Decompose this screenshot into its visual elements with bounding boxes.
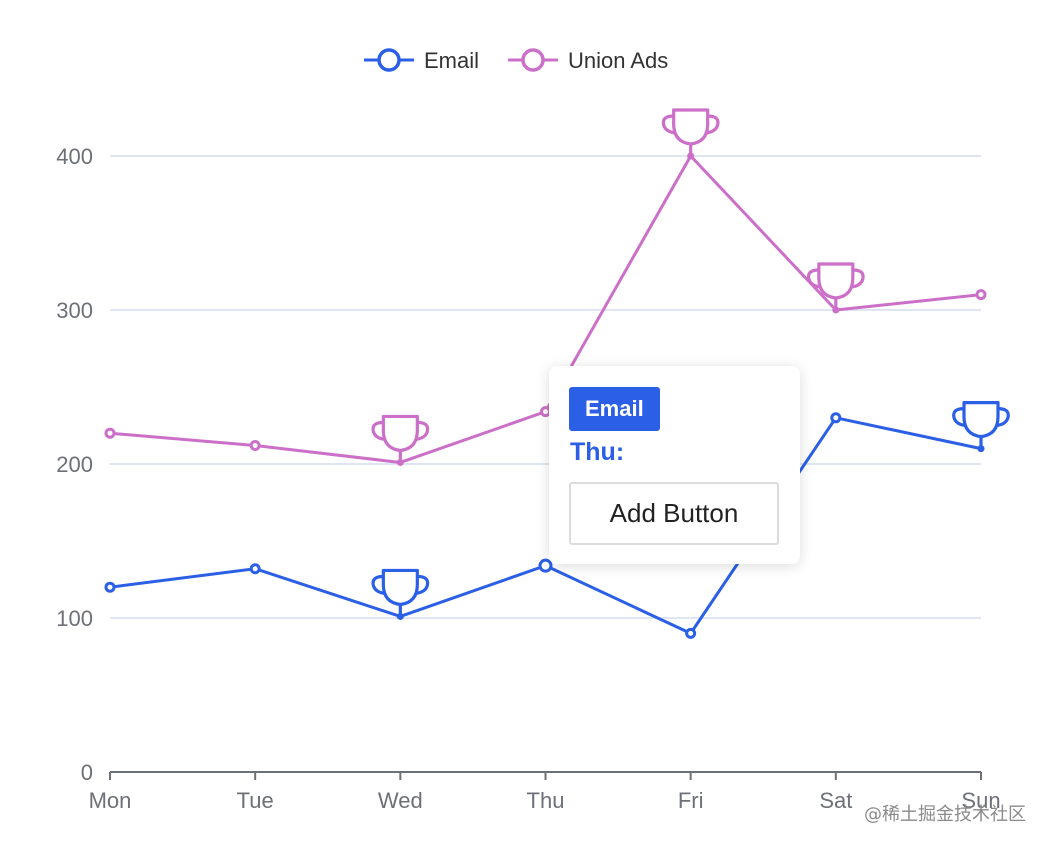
data-point bbox=[104, 427, 116, 439]
trophy-icon bbox=[371, 414, 430, 466]
data-point bbox=[830, 412, 842, 424]
trophy-icon bbox=[806, 262, 865, 314]
legend: Email Union Ads bbox=[364, 48, 668, 73]
data-point bbox=[104, 581, 116, 593]
x-tick-label: Fri bbox=[678, 788, 704, 813]
trophy-icon bbox=[371, 568, 430, 620]
tooltip-series-badge: Email bbox=[569, 387, 660, 431]
data-point bbox=[975, 289, 987, 301]
x-tick-label: Sun bbox=[961, 788, 1000, 813]
series-line bbox=[109, 416, 982, 635]
legend-item[interactable]: Email bbox=[364, 48, 479, 73]
legend-marker-icon bbox=[521, 48, 545, 72]
y-tick-label: 100 bbox=[56, 606, 93, 631]
series-email bbox=[104, 401, 1010, 639]
data-point bbox=[249, 563, 261, 575]
data-point bbox=[685, 627, 697, 639]
legend-label: Email bbox=[424, 48, 479, 73]
x-tick-label: Wed bbox=[378, 788, 423, 813]
legend-item[interactable]: Union Ads bbox=[508, 48, 668, 73]
x-tick-label: Thu bbox=[527, 788, 565, 813]
data-point bbox=[538, 558, 553, 573]
tooltip-category-label: Thu: bbox=[570, 438, 625, 466]
x-tick-label: Sat bbox=[819, 788, 852, 813]
trophy-icon bbox=[952, 401, 1010, 453]
series-union-ads bbox=[104, 108, 987, 466]
y-tick-label: 200 bbox=[56, 452, 93, 477]
chart-tooltip: Email Thu: Add Button bbox=[549, 366, 800, 564]
y-tick-label: 0 bbox=[81, 760, 93, 785]
x-tick-label: Mon bbox=[89, 788, 132, 813]
y-tick-label: 400 bbox=[56, 144, 93, 169]
data-point bbox=[249, 440, 261, 452]
add-button[interactable]: Add Button bbox=[569, 482, 779, 545]
watermark: @稀土掘金技术社区 bbox=[864, 804, 1026, 825]
trophy-icon bbox=[661, 108, 720, 160]
legend-label: Union Ads bbox=[568, 48, 668, 73]
y-tick-label: 300 bbox=[56, 298, 93, 323]
legend-marker-icon bbox=[377, 48, 401, 72]
x-tick-label: Tue bbox=[237, 788, 274, 813]
